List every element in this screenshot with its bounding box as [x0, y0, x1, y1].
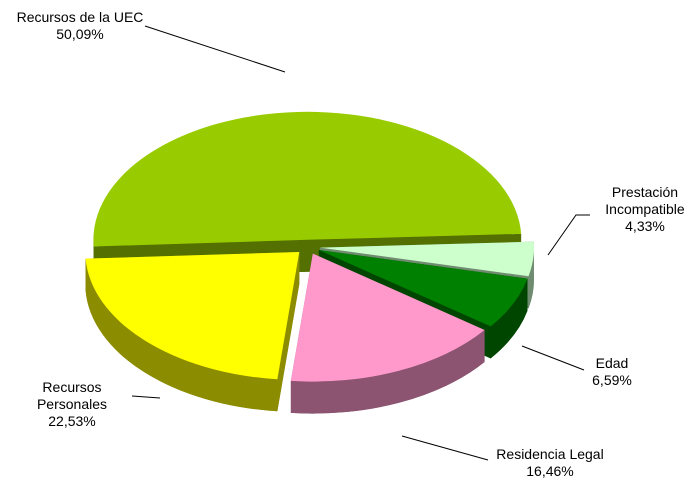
value-label: 4,33% [625, 218, 665, 234]
slice-side [290, 329, 485, 414]
leader-line [521, 345, 585, 371]
value-label: 22,53% [48, 413, 96, 429]
slice-label: Recursos Personales 22,53% [22, 379, 122, 430]
value-label: 50,09% [56, 26, 104, 42]
slice [290, 253, 485, 382]
slice-wall [277, 251, 300, 412]
slice [85, 251, 300, 380]
leader-line [401, 435, 489, 461]
slice [93, 111, 522, 247]
slice-label: Edad 6,59% [572, 355, 652, 389]
slice-side [490, 278, 528, 359]
slice-label: Residencia Legal 16,46% [480, 446, 620, 480]
slice-side [528, 247, 534, 309]
slice-label: Prestación Incompatible 4,33% [585, 184, 695, 235]
slice [319, 241, 534, 277]
value-label: 16,46% [526, 463, 574, 479]
value-label: 6,59% [592, 372, 632, 388]
category-name: Residencia Legal [496, 446, 604, 462]
leader-line [547, 214, 590, 256]
category-name: Recursos de la UEC [16, 9, 144, 25]
slice-label: Recursos de la UEC 50,09% [15, 9, 145, 43]
category-name: Recursos Personales [36, 379, 108, 412]
leader-line [131, 395, 161, 399]
slice [318, 250, 528, 327]
slice-side [85, 258, 278, 412]
category-name: Prestación Incompatible [605, 184, 685, 217]
leader-line [144, 25, 286, 73]
category-name: Edad [595, 355, 629, 371]
